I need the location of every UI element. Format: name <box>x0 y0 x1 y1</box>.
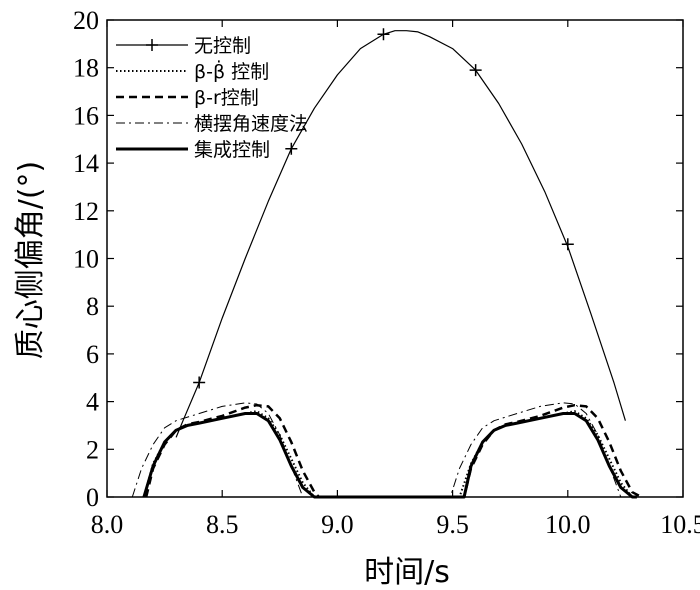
x-tick-label: 9.0 <box>321 510 354 539</box>
legend-label-3: 横摆角速度法 <box>194 113 308 135</box>
series-marker-0 <box>561 238 574 251</box>
y-tick-label: 6 <box>86 340 99 369</box>
x-tick-label: 8.5 <box>206 510 239 539</box>
y-tick-label: 16 <box>73 101 99 130</box>
y-tick-label: 18 <box>73 54 99 83</box>
ticks-layer: 8.0 8.5 9.0 9.5 10.0 10.5 0 2 4 6 8 10 12 14 16 18 20 <box>73 6 700 539</box>
series-marker-0 <box>377 28 390 41</box>
y-tick-label: 12 <box>73 197 99 226</box>
series-layer <box>131 28 643 499</box>
x-tick-label: 8.0 <box>91 510 124 539</box>
y-tick-label: 14 <box>73 149 99 178</box>
legend-label-4: 集成控制 <box>194 139 270 161</box>
series-marker-0 <box>193 376 206 389</box>
x-tick-label: 9.5 <box>436 510 469 539</box>
y-axis-title: 质心侧偏角/(°) <box>13 161 48 360</box>
series-line-4 <box>142 412 637 499</box>
y-tick-label: 2 <box>86 435 99 464</box>
y-tick-label: 4 <box>86 388 99 417</box>
y-tick-label: 20 <box>73 6 99 35</box>
legend-label-0: 无控制 <box>194 35 251 57</box>
y-tick-label: 10 <box>73 245 99 274</box>
legend-label-1: β-β̇ 控制 <box>194 59 269 83</box>
series-line-0 <box>175 30 626 438</box>
x-tick-label: 10.0 <box>545 510 591 539</box>
series-marker-0 <box>469 64 482 77</box>
legend-marker-0 <box>146 39 158 51</box>
y-tick-label: 8 <box>86 292 99 321</box>
series-line-1 <box>142 410 634 498</box>
legend-label-2: β-r控制 <box>194 87 259 109</box>
series-marker-0 <box>285 142 298 155</box>
x-tick-label: 10.5 <box>660 510 700 539</box>
y-tick-label: 0 <box>86 483 99 512</box>
x-axis-title: 时间/s <box>364 555 450 590</box>
